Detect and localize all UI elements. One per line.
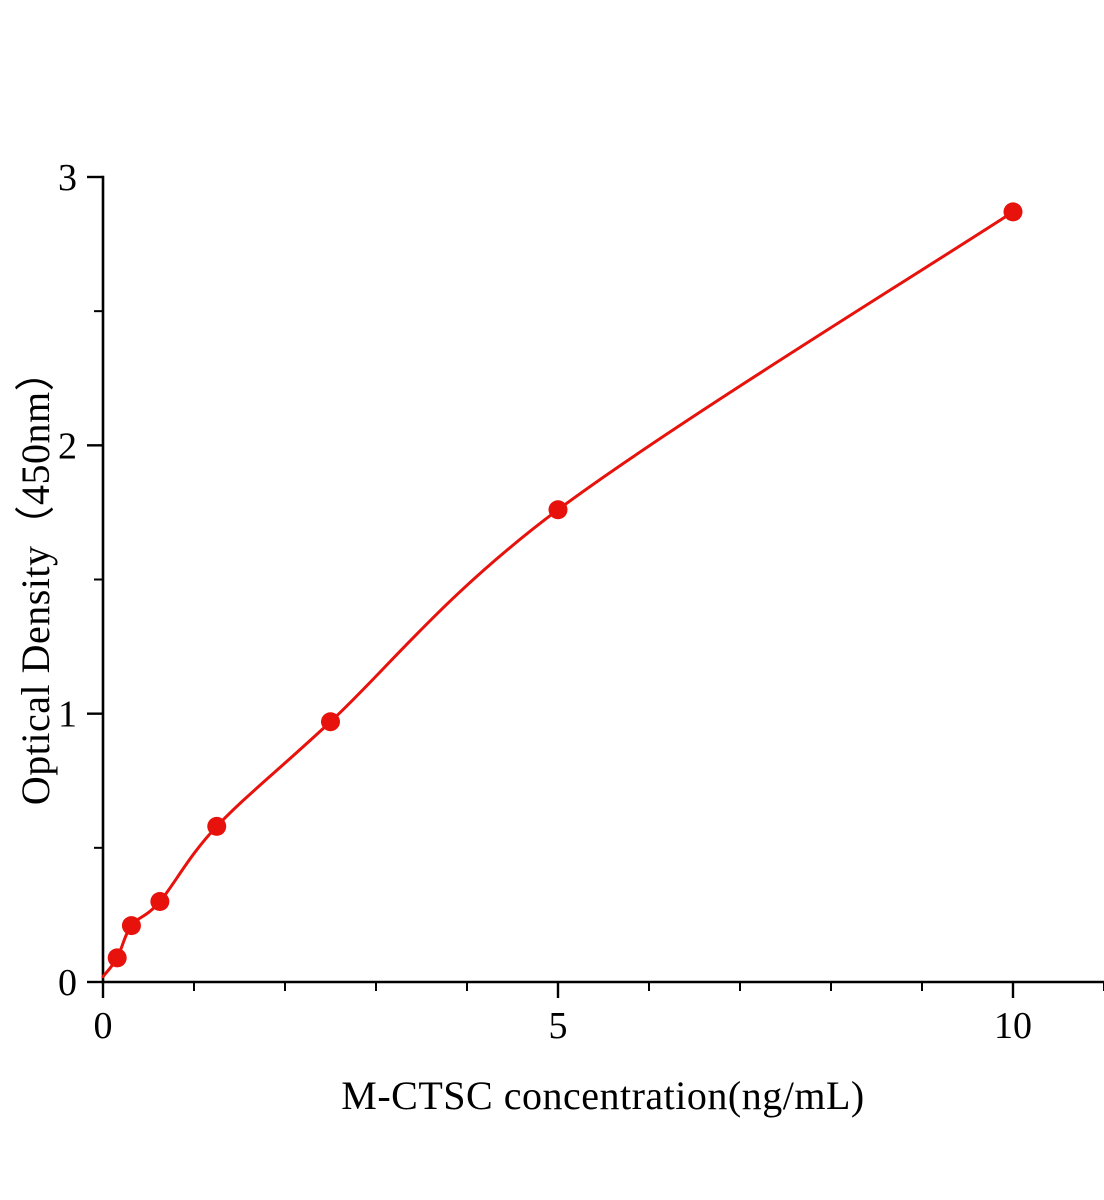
data-point [207, 816, 227, 836]
data-point [150, 892, 170, 911]
data-point [121, 916, 141, 936]
y-axis-title: Optical Density（450nm） [13, 350, 58, 806]
y-tick-label: 1 [58, 694, 77, 736]
x-tick-label: 0 [94, 1005, 113, 1047]
standard-curve-line [101, 210, 1015, 979]
y-tick-label: 2 [58, 425, 77, 467]
data-point [107, 948, 127, 968]
x-axis-title: M-CTSC concentration(ng/mL) [341, 1073, 865, 1118]
x-tick-label: 10 [994, 1005, 1032, 1047]
data-point [1003, 202, 1023, 222]
x-tick-label: 5 [549, 1005, 568, 1047]
data-point [321, 712, 340, 732]
y-tick-label: 3 [58, 157, 77, 199]
data-point [548, 500, 568, 520]
y-tick-label: 0 [58, 962, 77, 1004]
